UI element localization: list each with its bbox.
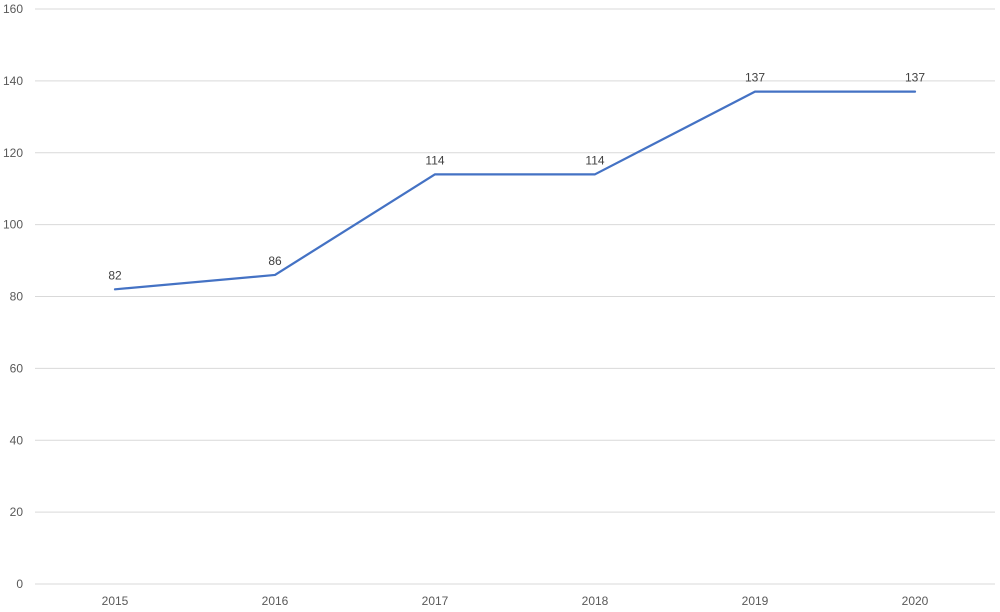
y-tick-label: 100 <box>3 218 23 232</box>
x-axis-tick-labels: 2015 2016 2017 2018 2019 2020 <box>102 594 929 608</box>
series-lines <box>113 90 917 291</box>
x-tick-label: 2017 <box>422 594 449 608</box>
data-labels: 82 86 114 114 137 137 <box>108 71 925 283</box>
y-tick-label: 0 <box>16 577 23 591</box>
y-tick-label: 40 <box>10 433 24 447</box>
x-tick-label: 2016 <box>262 594 289 608</box>
x-tick-label: 2019 <box>742 594 769 608</box>
y-axis-tick-labels: 0 20 40 60 80 100 120 140 160 <box>3 2 23 591</box>
data-label: 114 <box>585 153 604 167</box>
data-label: 82 <box>108 268 122 282</box>
y-tick-label: 80 <box>10 290 24 304</box>
x-tick-label: 2015 <box>102 594 129 608</box>
x-tick-label: 2020 <box>902 594 929 608</box>
y-tick-label: 120 <box>3 146 23 160</box>
data-label: 137 <box>905 71 925 85</box>
y-tick-label: 160 <box>3 2 23 16</box>
data-label: 137 <box>745 71 765 85</box>
series-line <box>113 90 917 291</box>
x-tick-label: 2018 <box>582 594 609 608</box>
data-label: 86 <box>268 254 282 268</box>
gridlines <box>35 8 995 585</box>
data-label: 114 <box>425 153 444 167</box>
y-tick-label: 60 <box>10 361 24 375</box>
y-tick-label: 20 <box>10 505 24 519</box>
y-tick-label: 140 <box>3 74 23 88</box>
